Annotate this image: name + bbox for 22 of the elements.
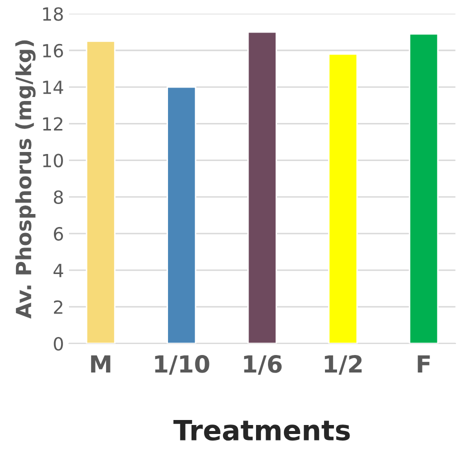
y-tick-label: 10 (43, 154, 63, 168)
bar (408, 33, 439, 344)
x-axis-title: Treatments (173, 420, 350, 441)
y-tick-label: 2 (54, 300, 62, 314)
bar (86, 40, 116, 344)
bar (247, 31, 278, 344)
x-tick-label: F (418, 355, 430, 373)
y-tick-label: 16 (43, 44, 63, 58)
x-tick-label: 1/2 (324, 355, 362, 375)
y-tick-label: 14 (43, 80, 64, 94)
x-tick-label: 1/6 (244, 355, 282, 375)
bar (166, 86, 196, 344)
y-tick-label: 0 (54, 336, 63, 351)
y-tick-label: 4 (54, 264, 64, 278)
y-tick-label: 8 (54, 190, 63, 204)
x-tick-label: 1/10 (155, 355, 210, 375)
y-tick-label: 6 (54, 227, 63, 241)
bar (328, 53, 358, 344)
y-axis-title: Av. Phosphorus (mg/kg) (15, 40, 36, 319)
y-tick-label: 18 (43, 7, 63, 21)
x-tick-label: M (91, 355, 110, 373)
y-tick-label: 12 (43, 117, 62, 131)
